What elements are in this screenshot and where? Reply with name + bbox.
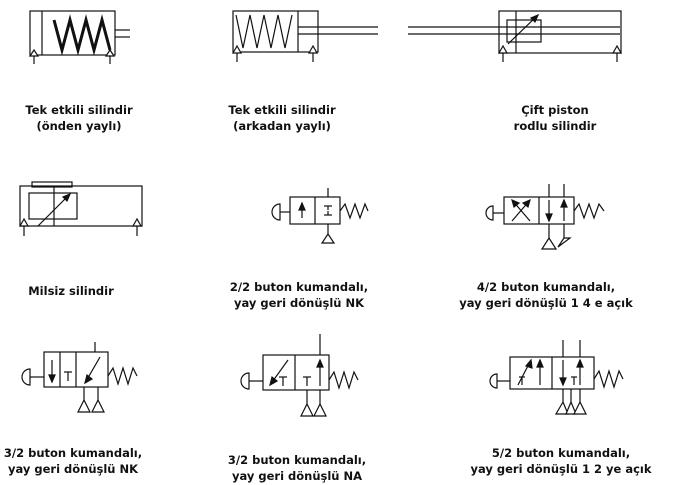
caption-valve-2-2-nc: 2/2 buton kumandalı, yay geri dönüşlü NK	[230, 279, 368, 311]
caption-line: yay geri dönüşlü 1 4 e açık	[459, 296, 633, 310]
caption-line: Çift piston	[521, 103, 589, 117]
caption-rodless-cylinder: Milsiz silindir	[28, 283, 114, 299]
valve-3-2-no-symbol	[240, 334, 359, 417]
valve-3-2-nc-symbol	[21, 342, 138, 413]
single-acting-cylinder-rear-spring-symbol	[231, 10, 378, 62]
caption-valve-5-2: 5/2 buton kumandalı, yay geri dönüşlü 1 …	[470, 445, 651, 477]
caption-line: yay geri dönüşlü NK	[233, 296, 365, 310]
caption-single-acting-rear-spring: Tek etkili silindir (arkadan yaylı)	[228, 102, 335, 134]
double-rod-cylinder-symbol	[408, 10, 623, 62]
caption-line: 4/2 buton kumandalı,	[476, 280, 616, 294]
valve-4-2-symbol	[485, 184, 605, 250]
caption-line: Milsiz silindir	[28, 284, 114, 298]
caption-valve-3-2-no: 3/2 buton kumandalı, yay geri dönüşlü NA	[228, 452, 366, 484]
caption-line: yay geri dönüşlü 1 2 ye açık	[470, 462, 652, 476]
caption-valve-3-2-nc: 3/2 buton kumandalı, yay geri dönüşlü NK	[4, 445, 142, 477]
caption-line: yay geri dönüşlü NA	[231, 469, 363, 483]
caption-line: (arkadan yaylı)	[233, 119, 331, 133]
caption-line: yay geri dönüşlü NK	[7, 462, 139, 476]
caption-line: 3/2 buton kumandalı,	[227, 453, 367, 467]
caption-valve-4-2: 4/2 buton kumandalı, yay geri dönüşlü 1 …	[459, 279, 633, 311]
caption-single-acting-front-spring: Tek etkili silindir (önden yaylı)	[25, 102, 132, 134]
caption-line: Tek etkili silindir	[228, 103, 336, 117]
caption-line: rodlu silindir	[513, 119, 597, 133]
caption-line: Tek etkili silindir	[25, 103, 133, 117]
caption-double-rod-cylinder: Çift piston rodlu silindir	[514, 102, 597, 134]
caption-line: 3/2 buton kumandalı,	[3, 446, 143, 460]
valve-2-2-nc-symbol	[271, 188, 369, 244]
caption-line: 2/2 buton kumandalı,	[229, 280, 369, 294]
caption-line: (önden yaylı)	[36, 119, 122, 133]
single-acting-cylinder-front-spring-symbol	[28, 10, 130, 64]
rodless-cylinder-symbol	[18, 181, 143, 236]
caption-line: 5/2 buton kumandalı,	[491, 446, 631, 460]
valve-5-2-symbol	[489, 340, 624, 415]
